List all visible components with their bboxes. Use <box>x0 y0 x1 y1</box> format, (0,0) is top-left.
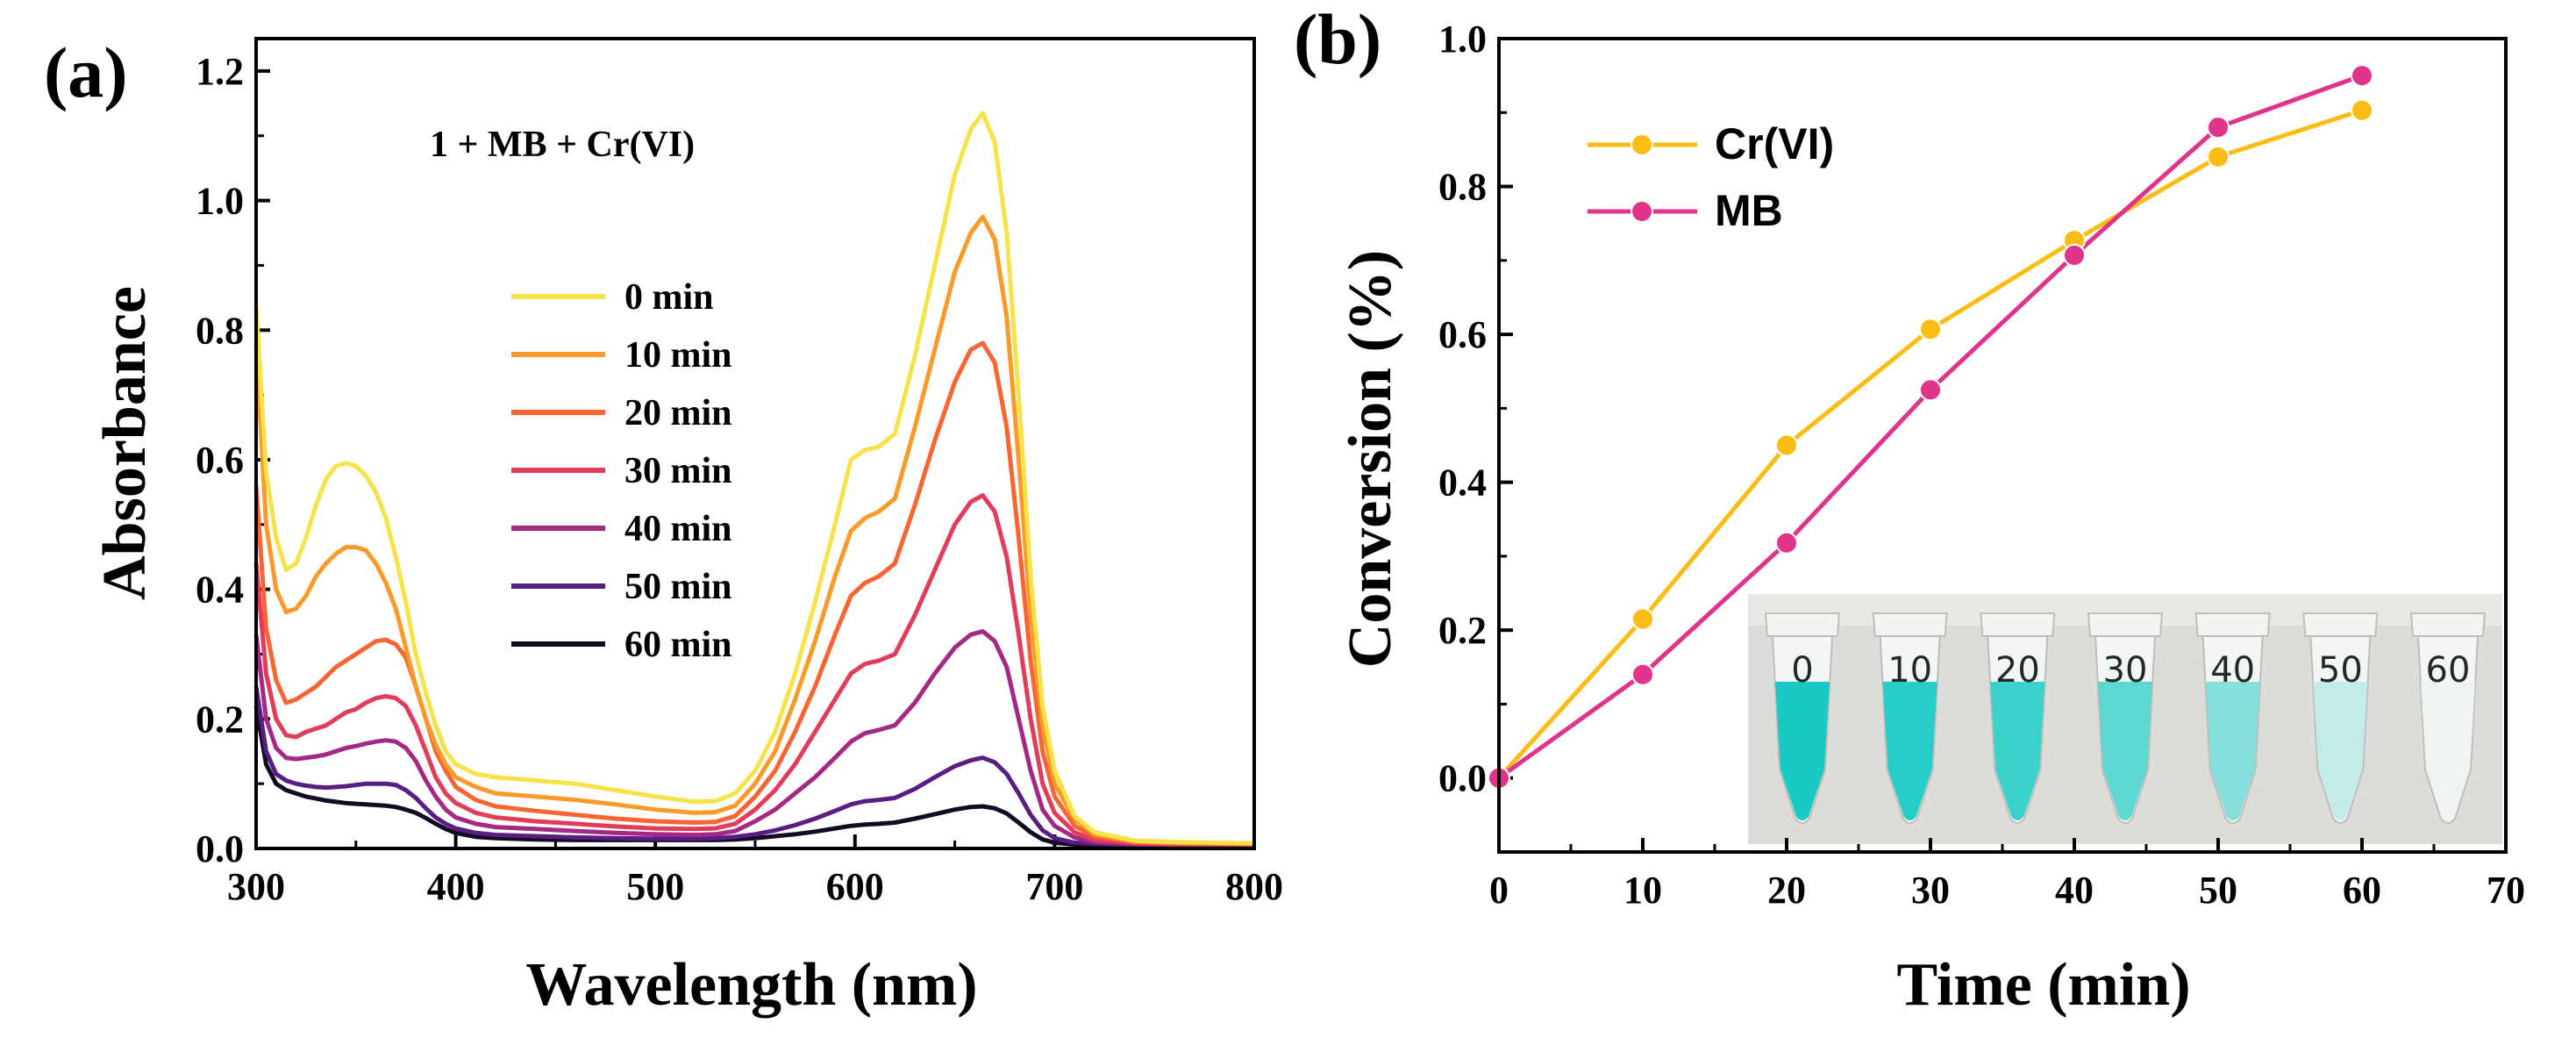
tube-cap <box>1980 612 2056 637</box>
panel-b-y-tick-label: 0.2 <box>1438 609 1487 652</box>
tube-solution <box>2421 682 2475 820</box>
panel-a-x-tick-label: 700 <box>1025 865 1083 908</box>
spectrum-line-30-min <box>253 493 1255 848</box>
legend-label-mb: MB <box>1715 186 1783 235</box>
tube-label: 10 <box>1887 650 1932 691</box>
panel-a-label: (a) <box>44 32 128 112</box>
spectrum-line-60-min <box>253 705 1254 848</box>
data-point-mb <box>1631 662 1654 686</box>
panel-b-x-tick-label: 70 <box>2487 869 2525 912</box>
tube-cap <box>2087 612 2164 637</box>
panel-a-x-tick-label: 500 <box>626 865 684 908</box>
tube-solution <box>2313 682 2368 820</box>
tube-cap <box>2302 612 2379 637</box>
legend-label-10-min: 10 min <box>624 335 732 376</box>
data-point-cr-vi <box>2207 145 2230 168</box>
spectrum-line-0-min <box>253 111 1255 846</box>
panel-b-plot: 0 10 20 30 40 50 60 70 0.0 0.2 0.4 0.6 0.8 1.0 <box>1438 18 2525 912</box>
spectrum-line-40-min <box>253 629 1254 848</box>
tube-label: 60 <box>2426 650 2471 691</box>
data-point-cr-vi <box>1919 318 1942 341</box>
data-point-mb <box>2351 64 2373 88</box>
data-point-mb <box>2063 243 2086 267</box>
panel-b-y-axis-label: Conversion (%) <box>1337 250 1404 668</box>
tube-cap <box>1872 612 1948 637</box>
legend-label-60-min: 60 min <box>624 625 732 665</box>
panel-b-x-tick-label: 60 <box>2343 869 2381 912</box>
panel-b-y-tick-label: 0.8 <box>1438 166 1487 209</box>
panel-a-y-tick-label: 1.0 <box>196 180 244 223</box>
data-point-mb <box>1919 378 1942 402</box>
panel-a-x-tick-label: 400 <box>427 865 485 908</box>
tube-label: 0 <box>1791 650 1813 691</box>
data-point-mb <box>1775 531 1798 555</box>
panel-b-x-tick-label: 40 <box>2055 869 2094 912</box>
spectrum-line-20-min <box>253 340 1255 847</box>
spectrum-line-10-min <box>253 214 1255 846</box>
panel-b-y-tick-label: 0.6 <box>1438 313 1487 356</box>
tube-label: 20 <box>1995 650 2040 691</box>
data-point-cr-vi <box>2351 98 2373 122</box>
legend-label-40-min: 40 min <box>624 509 732 549</box>
panel-b-x-tick-label: 10 <box>1623 869 1662 912</box>
panel-a-frame <box>254 37 1256 850</box>
panel-a-y-axis-label: Absorbance <box>91 286 159 600</box>
panel-a-y-tick-label: 0.8 <box>196 309 244 352</box>
tube-cap <box>1764 612 1841 637</box>
tube-label: 30 <box>2103 650 2148 691</box>
tube-label: 40 <box>2210 650 2255 691</box>
panel-b-x-tick-label: 50 <box>2199 869 2237 912</box>
tube-cap <box>2409 612 2487 637</box>
panel-a-annotation: 1 + MB + Cr(VI) <box>430 125 695 165</box>
panel-b-y-tick-label: 0.0 <box>1438 757 1487 800</box>
panel-a-y-tick-label: 1.2 <box>196 50 244 93</box>
panel-a-y-tick-label: 0.0 <box>196 827 244 870</box>
panel-a-y-tick-label: 0.6 <box>196 439 244 482</box>
panel-a-x-tick-label: 800 <box>1225 865 1283 908</box>
panel-a-x-tick-label: 300 <box>227 865 285 908</box>
tube-solution <box>1882 682 1937 820</box>
tube-solution <box>2098 682 2152 820</box>
panel-a-y-tick-label: 0.4 <box>196 569 244 612</box>
data-point-cr-vi <box>1631 607 1654 631</box>
panel-a-plot: 300 400 500 600 700 800 0.0 0.2 0.4 0.6 0.8 1.0 1.2 <box>196 50 1283 908</box>
panel-b-y-tick-label: 0.4 <box>1438 462 1487 505</box>
legend-marker-cr-vi <box>1631 133 1653 156</box>
tube-solution <box>1990 682 2045 820</box>
legend-marker-mb <box>1631 200 1653 223</box>
data-point-mb <box>2207 116 2230 140</box>
panel-b-x-tick-label: 20 <box>1767 869 1806 912</box>
spectrum-line-50-min <box>253 686 1255 848</box>
panel-b-x-tick-label: 0 <box>1489 869 1509 912</box>
panel-a: (a) 1 + MB + Cr(VI) Wavelength (nm) Abso… <box>44 32 1283 1019</box>
legend-label-30-min: 30 min <box>624 451 732 491</box>
tube-cap <box>2194 612 2271 637</box>
panel-b: (b) Time (min) Conversion (%) 0 10 20 30 40 5… <box>1294 0 2525 1019</box>
data-point-cr-vi <box>1775 433 1798 457</box>
legend-label-50-min: 50 min <box>624 567 732 607</box>
panel-b-label: (b) <box>1294 0 1381 79</box>
legend-label-cr-vi: Cr(VI) <box>1715 119 1834 168</box>
panel-a-x-axis-label: Wavelength (nm) <box>525 951 977 1019</box>
panel-a-legend: 0 min 10 min 20 min 30 min 40 min 50 min 60 mi… <box>511 277 732 665</box>
legend-label-20-min: 20 min <box>624 393 732 433</box>
panel-b-y-tick-label: 1.0 <box>1438 18 1487 61</box>
panel-a-x-tick-label: 600 <box>826 865 884 908</box>
tube-solution <box>2205 682 2260 820</box>
tube-solution <box>1775 682 1830 820</box>
panel-b-x-tick-label: 30 <box>1911 869 1950 912</box>
tube-label: 50 <box>2318 650 2363 691</box>
panel-b-frame <box>1497 37 2508 854</box>
legend-label-0-min: 0 min <box>624 277 714 318</box>
panel-b-x-axis-label: Time (min) <box>1896 951 2190 1019</box>
panel-a-y-tick-label: 0.2 <box>196 698 244 741</box>
tube-photo-inset: 0 10 20 30 40 50 60 <box>1748 594 2502 844</box>
panel-b-legend: Cr(VI) MB <box>1588 119 1834 235</box>
